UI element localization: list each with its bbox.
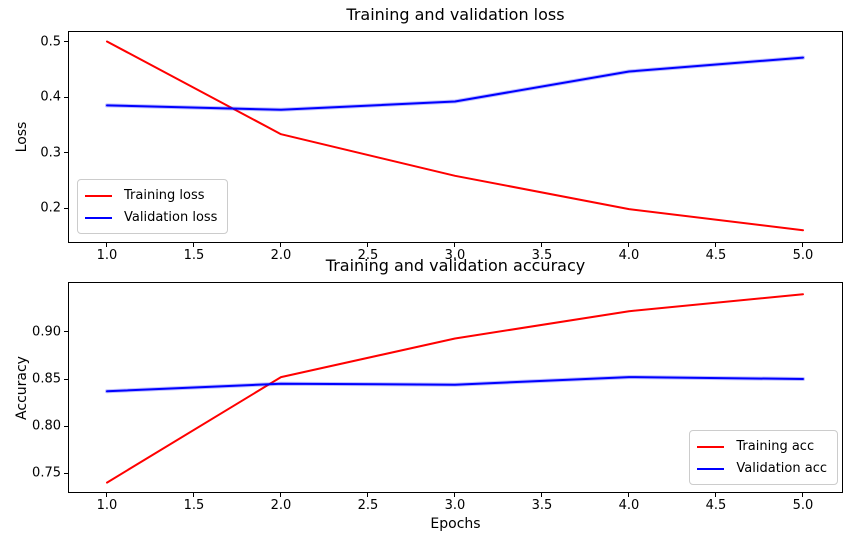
y-tick-mark (64, 425, 68, 427)
legend-label: Training acc (736, 438, 815, 454)
line-training-loss (106, 40, 804, 232)
x-tick-mark (367, 493, 369, 497)
plot-canvas (105, 293, 805, 484)
x-tick-label: 5.0 (792, 248, 814, 263)
y-tick-label: 0.85 (32, 371, 61, 387)
y-tick-mark (64, 207, 68, 209)
legend-line-sample (85, 216, 112, 219)
x-tick-mark (367, 243, 369, 247)
x-tick-mark (628, 243, 630, 247)
x-tick-label: 2.5 (357, 498, 379, 513)
x-tick-mark (541, 493, 543, 497)
legend-item-training-acc: Training acc (697, 436, 827, 457)
x-tick-mark (106, 243, 108, 247)
accuracy-axes: Training and validation accuracy Accurac… (14, 256, 843, 532)
y-tick-label: 0.4 (40, 89, 61, 105)
x-tick-mark (628, 493, 630, 497)
legend-label: Training loss (124, 187, 205, 203)
x-tick-mark (280, 493, 282, 497)
legend-item-validation-acc: Validation acc (697, 458, 827, 479)
y-tick-label: 0.80 (32, 418, 61, 434)
x-tick-mark (193, 493, 195, 497)
y-tick-label: 0.90 (32, 324, 61, 340)
x-tick-label: 1.5 (183, 248, 205, 263)
x-tick-label: 3.0 (444, 498, 466, 513)
x-tick-label: 5.0 (792, 498, 814, 513)
y-tick-label: 0.75 (32, 465, 61, 481)
x-tick-label: 4.0 (618, 248, 640, 263)
line-validation-acc (106, 376, 804, 393)
x-tick-mark (106, 493, 108, 497)
y-tick-mark (64, 472, 68, 474)
legend-item-validation-loss: Validation loss (85, 207, 217, 228)
x-tick-mark (454, 243, 456, 247)
x-tick-mark (715, 243, 717, 247)
x-tick-label: 4.5 (705, 498, 727, 513)
legend-label: Validation loss (124, 209, 218, 225)
accuracy-chart-title: Training and validation accuracy (325, 256, 586, 275)
legend-item-training-loss: Training loss (85, 185, 217, 206)
x-tick-mark (280, 243, 282, 247)
x-tick-label: 3.0 (444, 248, 466, 263)
loss-y-axis-label: Loss (14, 121, 30, 153)
y-tick-mark (64, 96, 68, 98)
x-axis-label: Epochs (430, 516, 481, 532)
plot-canvas (105, 40, 805, 232)
loss-axes: Training and validation loss Loss Traini… (14, 5, 843, 263)
loss-legend: Training loss Validation loss (77, 179, 229, 234)
y-tick-label: 0.2 (40, 200, 61, 216)
x-tick-label: 3.5 (531, 498, 553, 513)
line-training-acc (106, 293, 804, 484)
legend-line-sample (697, 467, 725, 470)
x-tick-mark (541, 243, 543, 247)
loss-chart-title: Training and validation loss (346, 5, 565, 24)
accuracy-plot-area (68, 282, 843, 493)
accuracy-y-axis-label: Accuracy (14, 355, 30, 420)
legend-line-sample (697, 445, 725, 448)
y-tick-label: 0.5 (40, 34, 61, 50)
x-tick-mark (802, 493, 804, 497)
x-tick-label: 1.0 (96, 498, 118, 513)
x-tick-label: 2.0 (270, 498, 292, 513)
x-tick-label: 4.0 (618, 498, 640, 513)
y-tick-mark (64, 378, 68, 380)
x-tick-label: 3.5 (531, 248, 553, 263)
y-tick-label: 0.3 (40, 145, 61, 161)
accuracy-legend: Training acc Validation acc (689, 430, 838, 485)
y-tick-mark (64, 41, 68, 43)
x-tick-mark (454, 493, 456, 497)
x-tick-label: 2.0 (270, 248, 292, 263)
x-tick-mark (715, 493, 717, 497)
x-tick-mark (193, 243, 195, 247)
loss-plot-area (68, 31, 843, 243)
x-tick-label: 4.5 (705, 248, 727, 263)
x-tick-mark (802, 243, 804, 247)
y-tick-mark (64, 152, 68, 154)
legend-line-sample (85, 194, 112, 197)
x-tick-label: 2.5 (357, 248, 379, 263)
x-tick-label: 1.0 (96, 248, 118, 263)
y-tick-mark (64, 331, 68, 333)
x-tick-label: 1.5 (183, 498, 205, 513)
line-validation-loss (106, 56, 804, 111)
legend-label: Validation acc (736, 460, 827, 476)
